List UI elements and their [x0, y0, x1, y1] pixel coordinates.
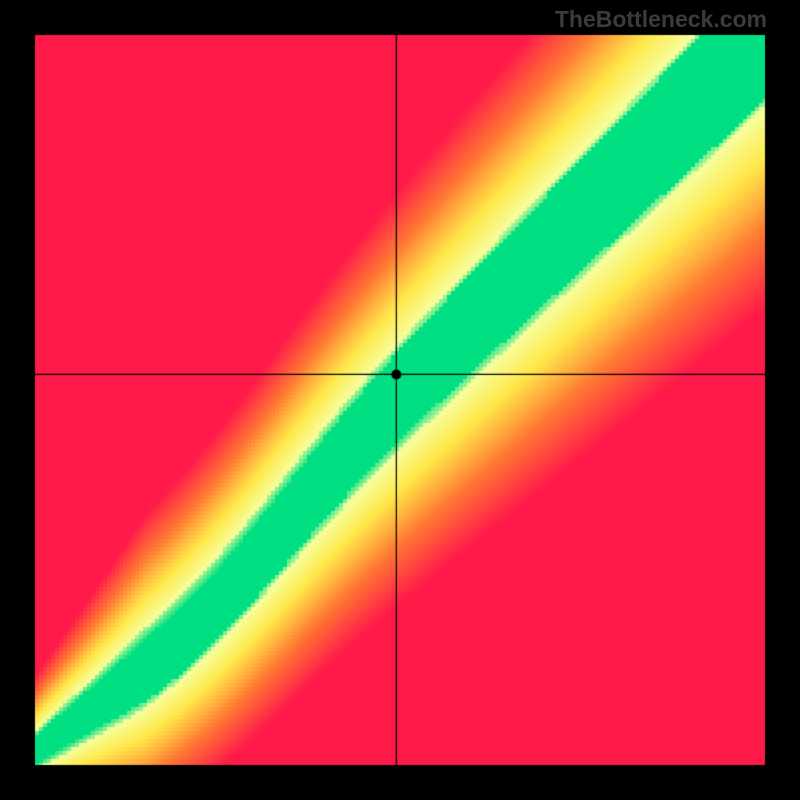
watermark-text: TheBottleneck.com [555, 6, 767, 33]
heatmap-canvas [0, 0, 800, 800]
chart-container: TheBottleneck.com [0, 0, 800, 800]
